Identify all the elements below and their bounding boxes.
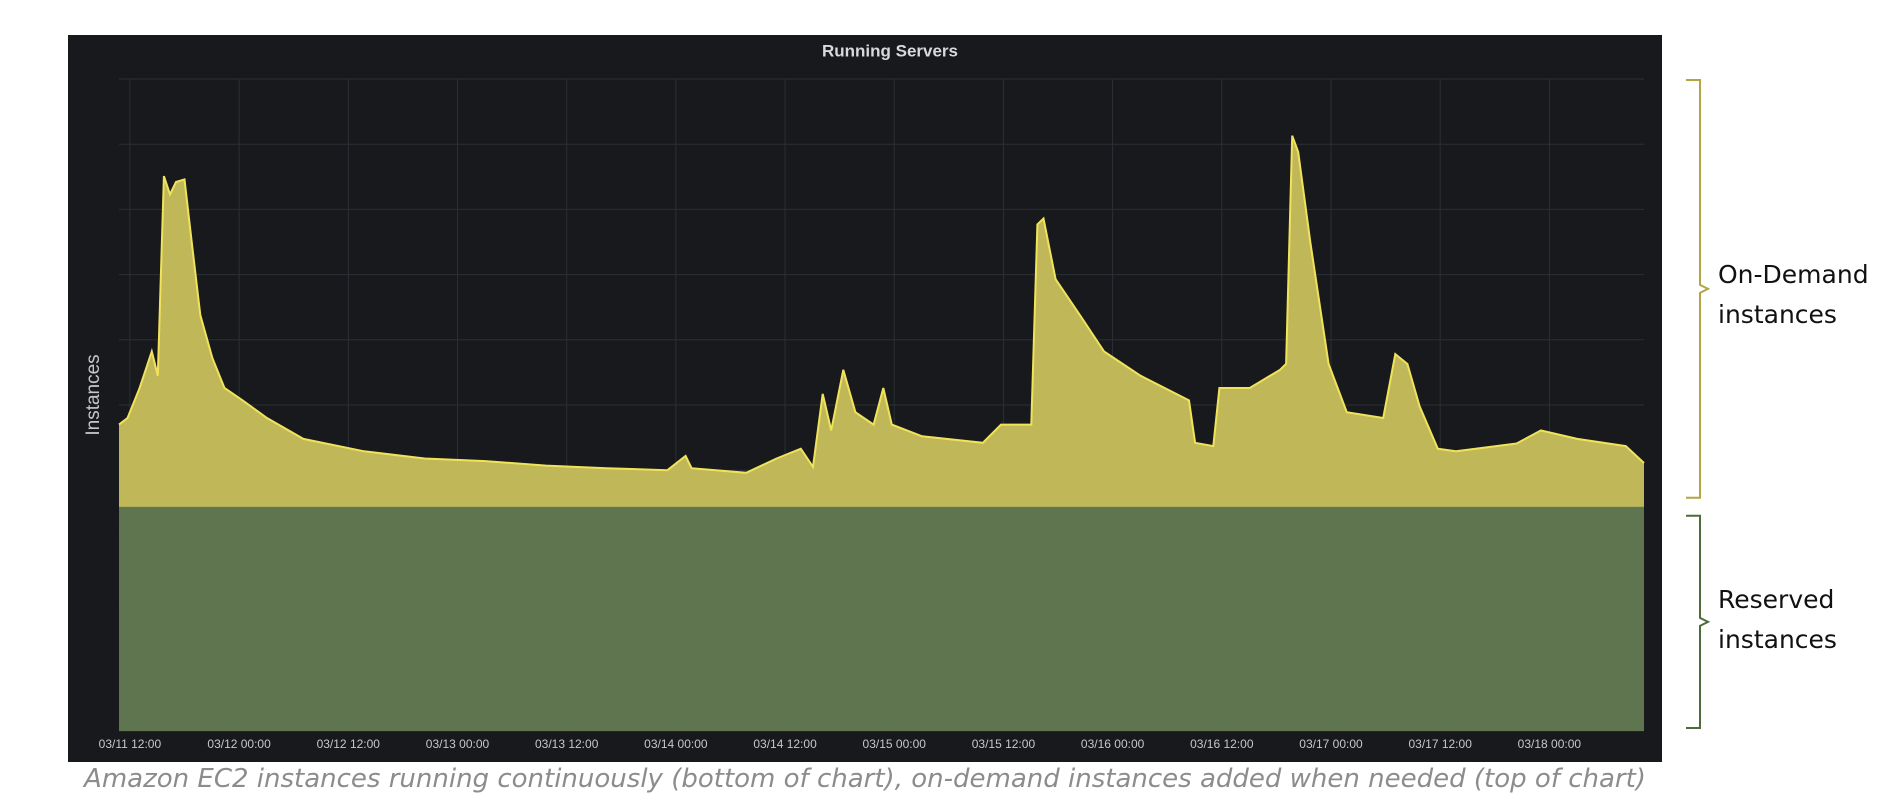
on-demand-label: On-Demand instances [1718, 260, 1869, 329]
caption: Amazon EC2 instances running continuousl… [84, 764, 1646, 794]
area [119, 135, 1644, 507]
x-tick-label: 03/12 12:00 [317, 737, 381, 751]
reserved-label: Reserved instances [1718, 585, 1837, 654]
x-tick-label: 03/14 00:00 [644, 737, 708, 751]
x-tick-label: 03/13 00:00 [426, 737, 490, 751]
area-line [118, 135, 1645, 474]
x-tick-label: 03/16 00:00 [1081, 737, 1145, 751]
bracket [1686, 79, 1711, 499]
x-tick-label: 03/15 00:00 [863, 737, 927, 751]
x-tick-label: 03/15 12:00 [972, 737, 1036, 751]
x-tick-label: 03/12 00:00 [207, 737, 271, 751]
area [119, 506, 1644, 731]
y-axis-label: Instances [83, 354, 104, 435]
chart-title: Running Servers [822, 41, 958, 60]
x-tick-label: 03/13 12:00 [535, 737, 599, 751]
x-tick-label: 03/11 12:00 [99, 737, 162, 751]
x-tick-label: 03/17 12:00 [1408, 737, 1472, 751]
x-tick-label: 03/18 00:00 [1518, 737, 1582, 751]
x-tick-label: 03/16 12:00 [1190, 737, 1254, 751]
bracket [1686, 514, 1711, 729]
x-tick-label: 03/17 00:00 [1299, 737, 1363, 751]
x-tick-label: 03/14 12:00 [753, 737, 817, 751]
